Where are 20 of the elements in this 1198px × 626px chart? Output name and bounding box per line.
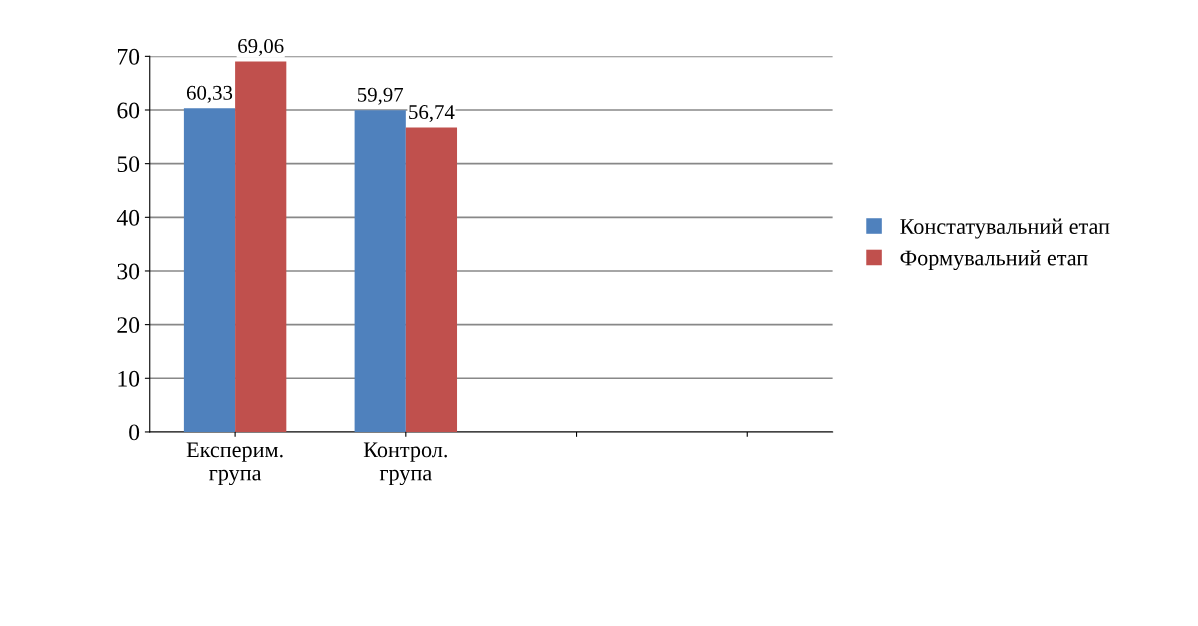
y-tick-label: 20	[117, 317, 140, 334]
legend-label: Формувальний етап	[900, 250, 1088, 271]
data-label: 59,97	[357, 87, 404, 105]
y-tick-label: 40	[116, 209, 140, 226]
y-tick-label: 50	[117, 156, 140, 173]
bar	[183, 108, 236, 432]
x-tick-label: Контрол. група	[363, 442, 447, 486]
bar	[354, 110, 406, 432]
bar	[235, 61, 287, 432]
x-tick-label: Експерим. група	[186, 442, 283, 486]
data-label: 60,33	[186, 85, 233, 103]
y-tick-label: 30	[117, 263, 140, 280]
bar	[405, 127, 458, 432]
data-label: 69,06	[238, 38, 284, 56]
y-tick-label: 70	[117, 48, 140, 65]
y-tick-label: 60	[117, 102, 140, 119]
y-tick-label: 10	[118, 370, 140, 387]
legend-label: Констатувальний етап	[900, 218, 1110, 239]
data-label: 56,74	[409, 105, 455, 123]
y-tick-label: 0	[129, 424, 140, 441]
